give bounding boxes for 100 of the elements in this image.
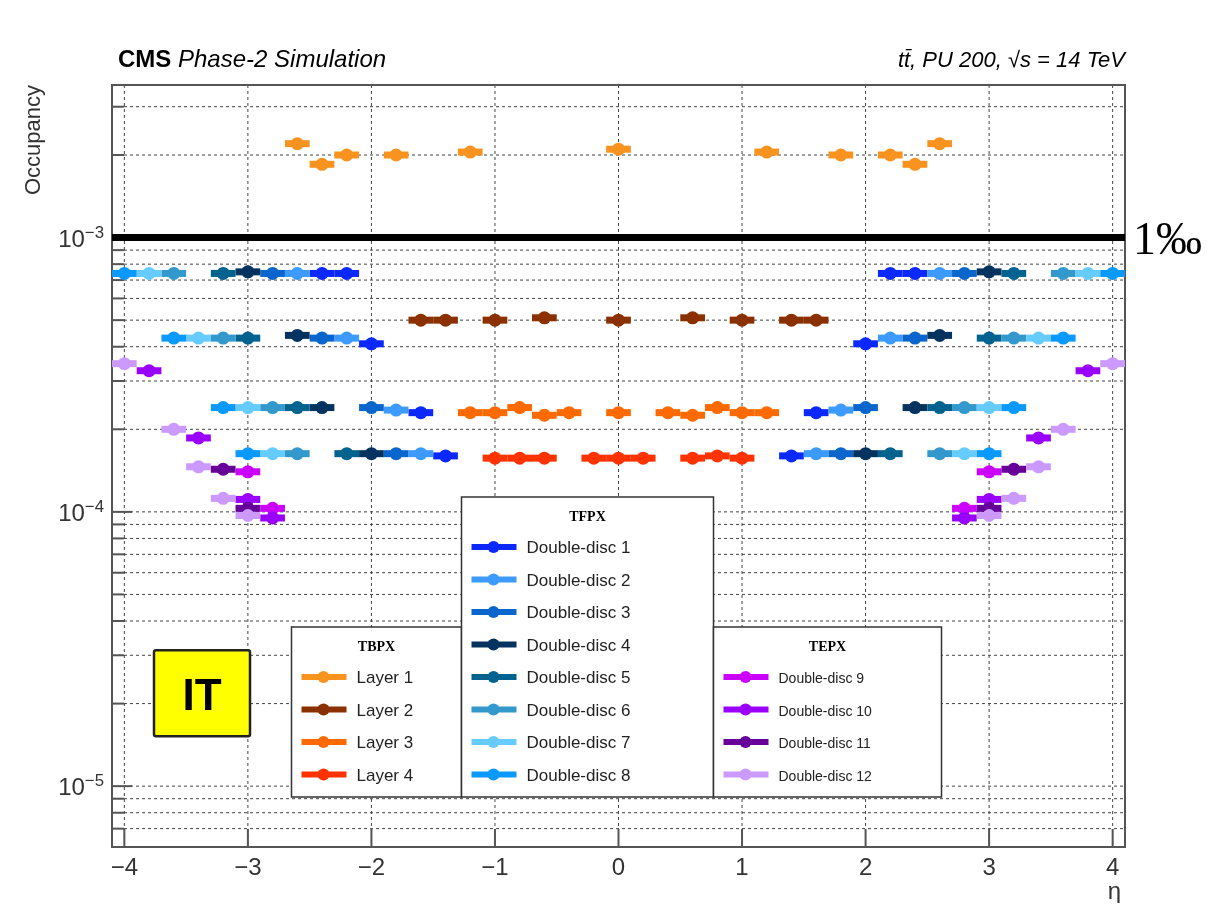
point [216, 401, 230, 415]
legend-label: Double-disc 10 [778, 702, 873, 719]
point [982, 401, 996, 415]
x-tick-label: −3 [234, 853, 262, 880]
point [809, 313, 823, 327]
x-tick-label: −4 [110, 853, 139, 880]
point [439, 313, 453, 327]
legend-label: Layer 3 [356, 733, 414, 752]
y-tick-label: 10$^{−4}$ [58, 496, 104, 526]
point [957, 447, 971, 461]
point [167, 422, 181, 436]
point [340, 266, 354, 280]
point [488, 406, 502, 420]
point [364, 447, 378, 461]
point [290, 266, 304, 280]
point [414, 447, 428, 461]
legend-label: Double-disc 3 [526, 603, 631, 622]
point [883, 447, 897, 461]
point [191, 431, 205, 445]
y-axis-title: Occupancy [20, 85, 45, 196]
point [982, 331, 996, 345]
point [513, 401, 527, 415]
point [191, 331, 205, 345]
point [809, 406, 823, 420]
point [513, 451, 527, 465]
point [982, 509, 996, 522]
point [167, 331, 181, 345]
x-tick-label: 0 [611, 853, 626, 880]
legend-label: Double-disc 1 [526, 538, 631, 557]
point [216, 331, 230, 345]
point [1056, 266, 1070, 280]
point [414, 313, 428, 327]
point [933, 266, 947, 280]
point [735, 406, 749, 420]
point [710, 449, 724, 463]
point [315, 331, 329, 345]
point [1032, 460, 1046, 474]
point [315, 266, 329, 280]
point [290, 447, 304, 461]
chart-title: CMS Phase-2 Simulation [118, 45, 387, 72]
point [340, 331, 354, 345]
legend-label: Double-disc 12 [778, 767, 873, 784]
point [364, 337, 378, 351]
point [710, 401, 724, 415]
point [587, 451, 601, 465]
point [266, 266, 280, 280]
point [612, 406, 625, 420]
point [315, 401, 329, 415]
point [957, 511, 971, 525]
point [834, 403, 848, 417]
point [266, 447, 280, 461]
point [1007, 266, 1021, 280]
point [562, 406, 576, 420]
point [241, 509, 255, 522]
legend-label: Double-disc 8 [526, 765, 631, 785]
point [1106, 357, 1120, 371]
point [686, 408, 700, 422]
point [982, 265, 996, 279]
point [859, 447, 873, 461]
legend-label: Double-disc 4 [526, 635, 631, 655]
point [142, 364, 156, 378]
point [883, 148, 897, 162]
point [933, 401, 947, 415]
point [859, 401, 873, 415]
point [389, 403, 403, 417]
point [1081, 364, 1095, 378]
x-tick-label: −1 [481, 853, 509, 880]
point [216, 491, 230, 505]
point [735, 313, 749, 327]
point [661, 406, 675, 420]
point [1032, 431, 1046, 445]
point [612, 313, 625, 327]
point [488, 313, 502, 327]
point [957, 266, 971, 280]
point [933, 137, 947, 151]
point [957, 401, 971, 415]
legend-label: Layer 2 [356, 700, 414, 720]
point [389, 148, 403, 162]
point [784, 449, 798, 463]
x-tick-label: 1 [735, 853, 749, 880]
point [537, 451, 551, 465]
point [537, 408, 551, 422]
point [1007, 491, 1021, 505]
x-tick-label: 3 [982, 853, 996, 880]
point [834, 148, 848, 162]
point [686, 451, 700, 465]
legend-label: Double-disc 11 [778, 735, 872, 751]
point [1106, 266, 1120, 280]
point [266, 401, 280, 415]
point [612, 451, 625, 465]
point [315, 157, 329, 171]
legend-label: Double-disc 9 [778, 670, 865, 686]
text: tt̄, PU 200, √s = 14 TeV [897, 47, 1128, 72]
point [883, 331, 897, 345]
point [859, 337, 873, 351]
legend-label: Layer 4 [356, 765, 414, 785]
point [612, 142, 625, 156]
x-tick-label: 4 [1105, 853, 1120, 880]
point [290, 137, 304, 151]
point [908, 331, 922, 345]
